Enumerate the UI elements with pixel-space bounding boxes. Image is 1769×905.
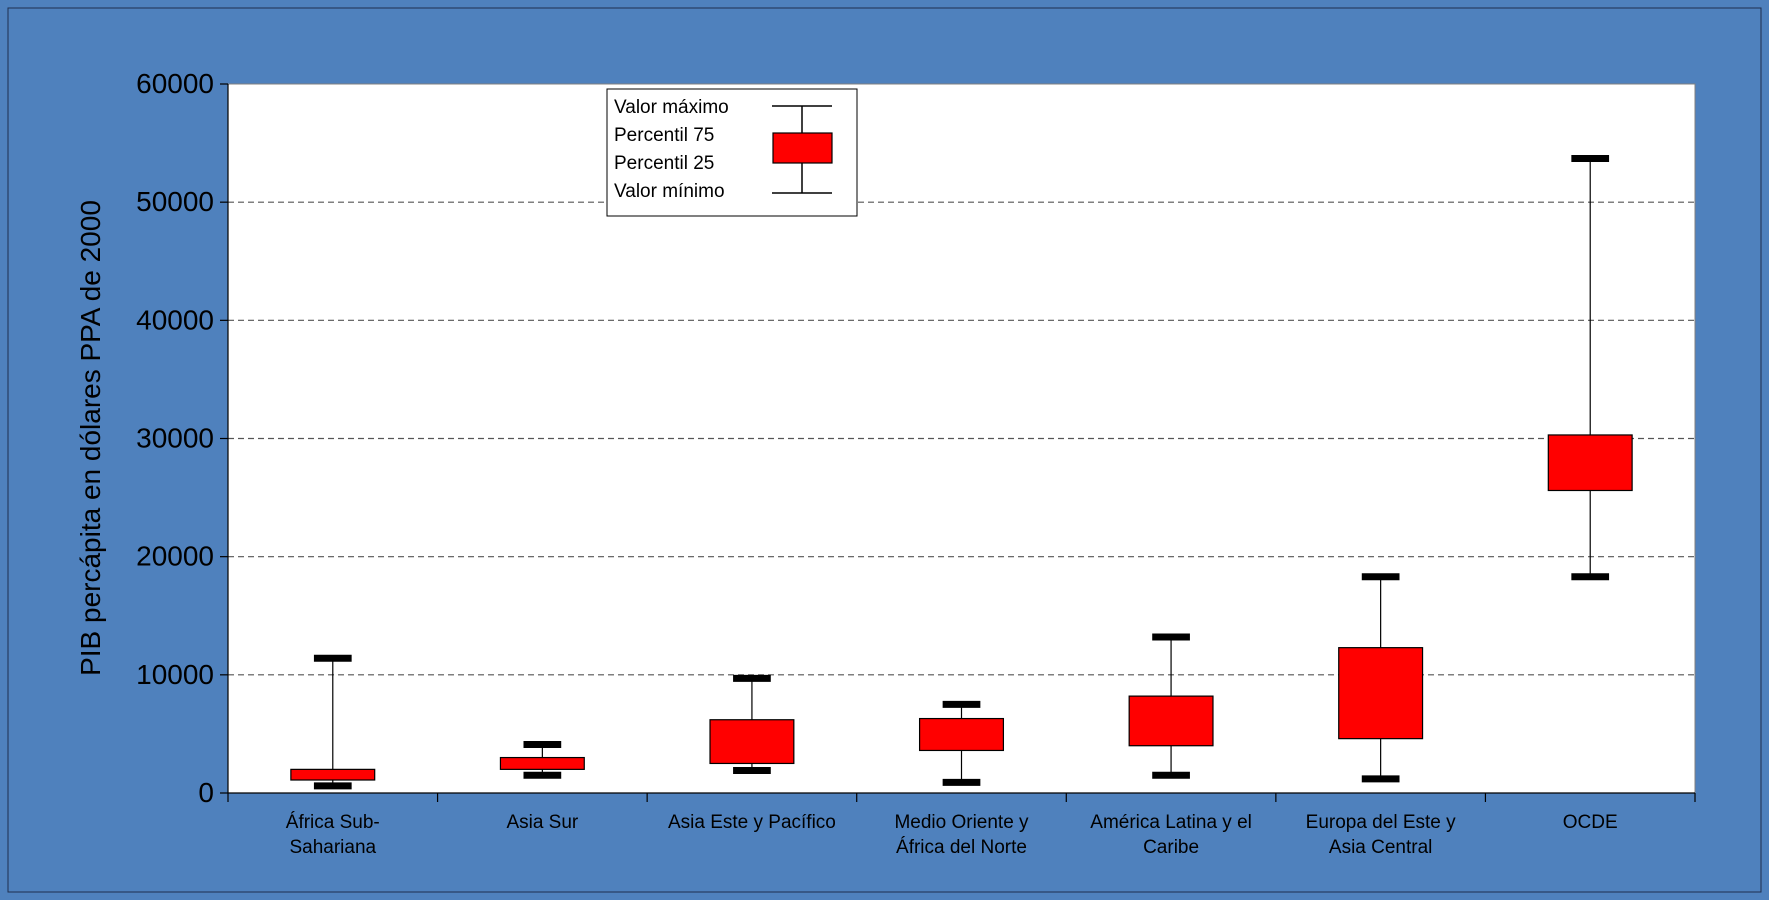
iqr-box [1547, 434, 1633, 492]
box-group [1338, 573, 1424, 783]
x-tick-label: OCDE [1563, 812, 1618, 833]
legend-label-min: Valor mínimo [614, 181, 725, 202]
iqr-box [1128, 695, 1214, 747]
iqr-box [709, 719, 795, 765]
y-tick-label: 60000 [136, 68, 214, 99]
box-group [290, 654, 376, 790]
y-tick-label: 40000 [136, 304, 214, 335]
x-tick-label: Europa del Este y Asia Central [1306, 812, 1456, 858]
legend-label-p25: Percentil 25 [614, 153, 714, 174]
y-tick-label: 20000 [136, 541, 214, 572]
x-tick-label: Asia Sur [506, 812, 578, 833]
box-group [918, 700, 1005, 786]
x-tick-label: Asia Este y Pacífico [668, 812, 836, 833]
grid-lines [228, 201, 1695, 676]
box-group [1128, 633, 1214, 779]
box-group [709, 674, 795, 775]
y-tick-labels: 0 10000 20000 30000 40000 50000 60000 [136, 68, 214, 808]
x-tick-label: África Sub-Sahariana [286, 812, 380, 858]
iqr-box [499, 756, 585, 770]
legend-label-p75: Percentil 75 [614, 125, 714, 146]
y-tick-label: 10000 [136, 659, 214, 690]
box-group [499, 741, 585, 779]
x-tick-label: América Latina y el Caribe [1090, 812, 1252, 858]
axes [220, 83, 1696, 802]
legend: Valor máximo Percentil 75 Percentil 25 V… [606, 88, 858, 217]
box-group [1547, 154, 1633, 581]
chart-border [7, 7, 1762, 893]
y-tick-label: 50000 [136, 186, 214, 217]
y-tick-label: 0 [198, 777, 214, 808]
y-tick-label: 30000 [136, 423, 214, 454]
legend-label-max: Valor máximo [614, 97, 729, 118]
iqr-box [1338, 647, 1424, 740]
legend-box-swatch [772, 132, 833, 164]
x-tick-label: Medio Oriente y África del Norte [894, 812, 1029, 858]
boxes [290, 154, 1633, 790]
x-tick-labels: África Sub-Sahariana Asia Sur Asia Este y … [286, 812, 1618, 858]
iqr-box [918, 717, 1005, 752]
iqr-box [290, 768, 376, 781]
y-axis-label: PIB percápita en dólares PPA de 2000 [75, 200, 106, 676]
